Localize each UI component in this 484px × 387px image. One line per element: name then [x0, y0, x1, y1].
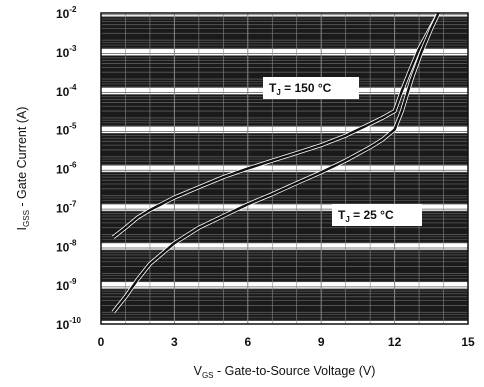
- curves: [111, 12, 441, 314]
- series-label-box: [263, 77, 359, 99]
- x-tick-label: 15: [461, 335, 475, 349]
- x-tick-label: 3: [171, 335, 178, 349]
- y-tick-label: 10-8: [56, 238, 77, 254]
- series-label-text: TJ = 150 °C: [269, 81, 332, 97]
- y-tick-label: 10-2: [56, 5, 77, 21]
- x-axis-label: VGS - Gate-to-Source Voltage (V): [194, 364, 376, 380]
- decade-band: [101, 288, 468, 321]
- y-tick-label: 10-6: [56, 161, 77, 177]
- plot-frame: [100, 12, 469, 325]
- y-tick-label: 10-4: [56, 83, 77, 99]
- gridlines: [100, 13, 469, 324]
- decade-band: [101, 16, 468, 49]
- y-axis-label: IGSS - Gate Current (A): [15, 107, 31, 231]
- decade-band: [101, 133, 468, 166]
- series-labels: TJ = 150 °C TJ = 25 °C: [263, 77, 422, 226]
- y-tick-label: 10-5: [56, 122, 77, 138]
- x-tick-labels: 0 3 6 9 12 15: [98, 335, 475, 349]
- x-tick-label: 12: [388, 335, 402, 349]
- x-tick-label: 6: [244, 335, 251, 349]
- y-tick-label: 10-3: [56, 44, 77, 60]
- series-line-tj-150c: [112, 12, 440, 239]
- y-tick-label: 10-9: [56, 277, 77, 293]
- series-label-tj-150c: TJ = 150 °C: [263, 77, 359, 99]
- x-tick-label: 9: [318, 335, 325, 349]
- y-tick-label: 10-10: [56, 316, 81, 332]
- y-tick-label: 10-7: [56, 199, 77, 215]
- x-tick-label: 0: [98, 335, 105, 349]
- series-line-tj-25c: [112, 12, 440, 314]
- series-label-text: TJ = 25 °C: [338, 208, 394, 224]
- y-tick-labels: 10-10 10-9 10-8 10-7 10-6 10-5 10-4 10-3 10-2: [56, 5, 81, 332]
- series-label-tj-25c: TJ = 25 °C: [332, 204, 422, 226]
- series-label-box: [332, 204, 422, 226]
